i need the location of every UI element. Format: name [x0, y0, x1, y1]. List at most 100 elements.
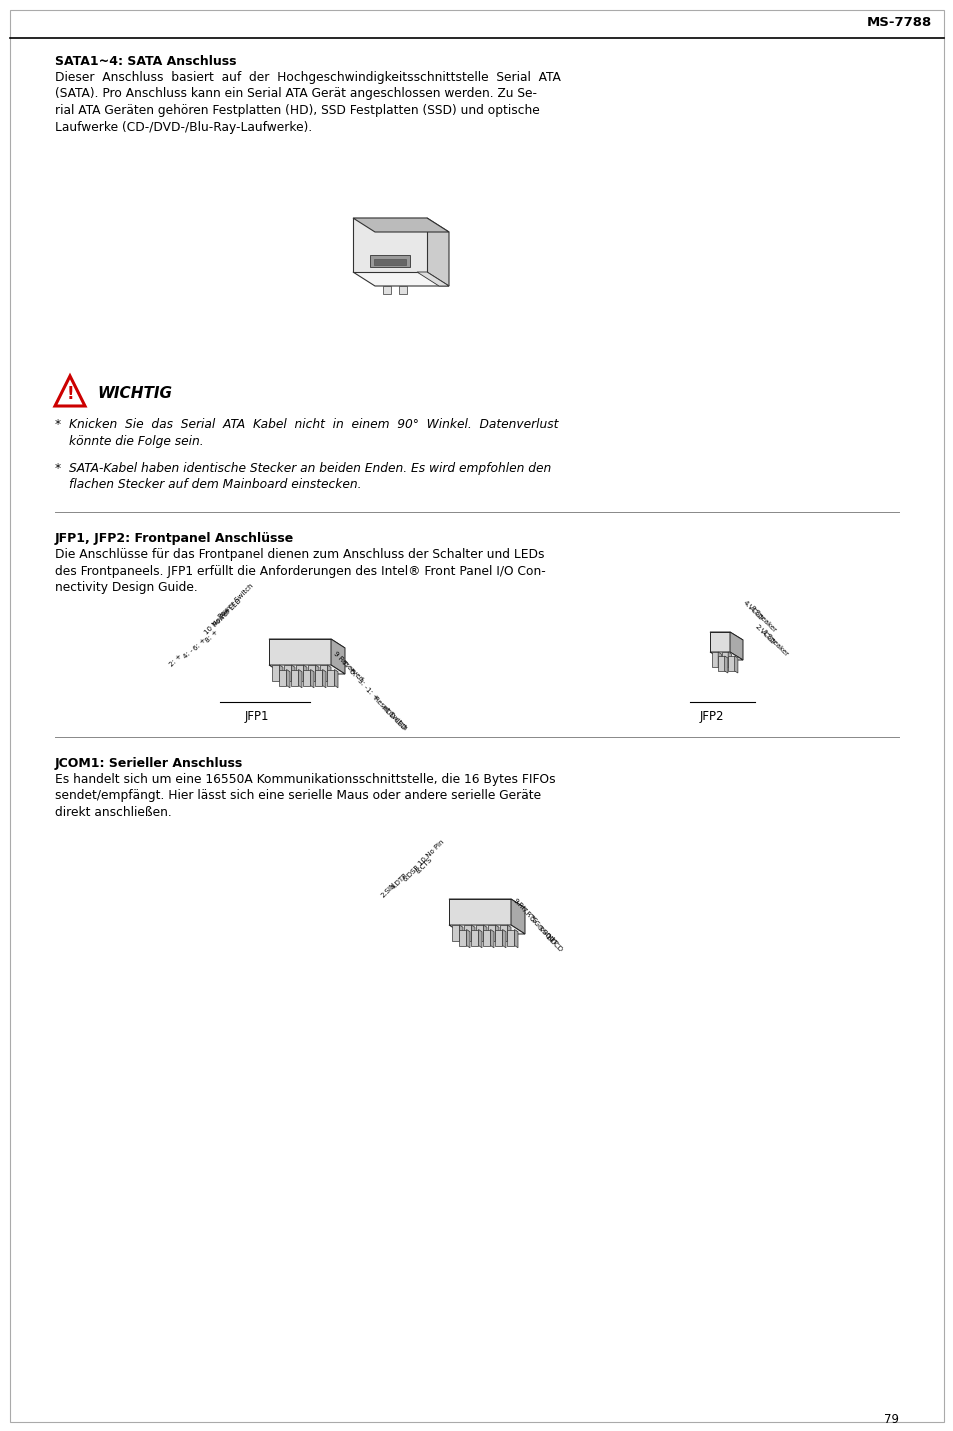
Text: 3.Speaker: 3.Speaker [747, 605, 776, 634]
Text: des Frontpaneels. JFP1 erfüllt die Anforderungen des Intel® Front Panel I/O Con-: des Frontpaneels. JFP1 erfüllt die Anfor… [55, 564, 545, 578]
Polygon shape [709, 633, 742, 640]
Polygon shape [459, 930, 466, 946]
Text: SATA-Kabel haben identische Stecker an beiden Enden. Es wird empfohlen den: SATA-Kabel haben identische Stecker an b… [69, 462, 551, 475]
Polygon shape [483, 924, 486, 943]
Polygon shape [292, 665, 294, 683]
Polygon shape [327, 665, 331, 683]
Text: 7.RTS: 7.RTS [519, 906, 537, 924]
Polygon shape [286, 670, 290, 688]
Bar [370, 255, 410, 268]
Text: JFP1: JFP1 [245, 710, 269, 723]
Polygon shape [298, 670, 302, 688]
Text: WICHTIG: WICHTIG [97, 386, 172, 402]
Polygon shape [310, 670, 314, 688]
Text: 5.Ground: 5.Ground [527, 914, 555, 942]
Text: Reset Switch: Reset Switch [372, 695, 408, 731]
Polygon shape [471, 924, 475, 943]
Text: sendet/empfängt. Hier lässt sich eine serielle Maus oder andere serielle Geräte: sendet/empfängt. Hier lässt sich eine se… [55, 790, 540, 803]
Text: 8: +: 8: + [204, 630, 219, 644]
Polygon shape [279, 670, 286, 685]
Text: !: ! [66, 385, 73, 404]
Polygon shape [327, 670, 335, 685]
Polygon shape [495, 930, 502, 946]
Text: JFP1, JFP2: Frontpanel Anschlüsse: JFP1, JFP2: Frontpanel Anschlüsse [55, 532, 294, 545]
Polygon shape [269, 665, 345, 674]
Text: SATA1~4: SATA Anschluss: SATA1~4: SATA Anschluss [55, 54, 236, 69]
Polygon shape [511, 899, 524, 934]
Polygon shape [284, 665, 292, 681]
Text: Knicken  Sie  das  Serial  ATA  Kabel  nicht  in  einem  90°  Winkel.  Datenverl: Knicken Sie das Serial ATA Kabel nicht i… [69, 418, 558, 431]
Text: 1.DCD: 1.DCD [543, 933, 563, 953]
Text: Power Switch: Power Switch [217, 582, 254, 620]
Polygon shape [296, 665, 303, 681]
Text: Laufwerke (CD-/DVD-/Blu-Ray-Laufwerke).: Laufwerke (CD-/DVD-/Blu-Ray-Laufwerke). [55, 120, 312, 133]
Text: direkt anschließen.: direkt anschließen. [55, 806, 172, 819]
Polygon shape [279, 665, 283, 683]
Polygon shape [709, 653, 742, 660]
Polygon shape [495, 924, 498, 943]
Polygon shape [466, 930, 470, 947]
Text: 8.CTS: 8.CTS [415, 857, 433, 874]
Text: könnte die Folge sein.: könnte die Folge sein. [69, 435, 203, 448]
Polygon shape [315, 665, 318, 683]
Polygon shape [500, 924, 507, 942]
Text: 7: +: 7: + [339, 660, 355, 674]
Text: flachen Stecker auf dem Mainboard einstecken.: flachen Stecker auf dem Mainboard einste… [69, 478, 361, 491]
Polygon shape [507, 930, 514, 946]
Polygon shape [729, 633, 742, 660]
Text: MS-7788: MS-7788 [866, 16, 931, 29]
Polygon shape [353, 218, 427, 272]
Polygon shape [292, 670, 298, 685]
Text: nectivity Design Guide.: nectivity Design Guide. [55, 581, 197, 594]
Polygon shape [449, 899, 524, 909]
Polygon shape [315, 670, 322, 685]
Polygon shape [353, 218, 449, 232]
Polygon shape [353, 272, 449, 286]
Text: rial ATA Geräten gehören Festplatten (HD), SSD Festplatten (SSD) und optische: rial ATA Geräten gehören Festplatten (HD… [55, 104, 539, 117]
Polygon shape [464, 924, 471, 942]
Text: 4: -: 4: - [182, 648, 194, 660]
Polygon shape [308, 665, 315, 681]
Polygon shape [269, 640, 331, 665]
Polygon shape [718, 653, 720, 670]
Bar [398, 286, 407, 293]
Polygon shape [490, 930, 494, 947]
Polygon shape [269, 640, 345, 648]
Text: 6: +: 6: + [192, 637, 207, 653]
Polygon shape [483, 930, 490, 946]
Text: 2: +: 2: + [168, 653, 183, 668]
Text: (SATA). Pro Anschluss kann ein Serial ATA Gerät angeschlossen werden. Zu Se-: (SATA). Pro Anschluss kann ein Serial AT… [55, 87, 537, 100]
Text: 4.VCC5: 4.VCC5 [741, 600, 763, 622]
Text: JCOM1: Serieller Anschluss: JCOM1: Serieller Anschluss [55, 757, 243, 770]
Polygon shape [320, 665, 327, 681]
Polygon shape [55, 376, 85, 406]
Text: Es handelt sich um eine 16550A Kommunikationsschnittstelle, die 16 Bytes FIFOs: Es handelt sich um eine 16550A Kommunika… [55, 773, 555, 786]
Text: 2.SIN: 2.SIN [379, 881, 396, 899]
Polygon shape [427, 218, 449, 286]
Text: 9.RI: 9.RI [512, 897, 525, 910]
Polygon shape [734, 655, 737, 673]
Text: 2.VCC5: 2.VCC5 [753, 624, 776, 645]
Polygon shape [727, 653, 731, 670]
Polygon shape [711, 653, 718, 667]
Polygon shape [459, 924, 462, 943]
Polygon shape [322, 670, 326, 688]
Polygon shape [718, 655, 724, 671]
Text: 4.DTR: 4.DTR [390, 871, 409, 892]
Text: 3: -: 3: - [355, 677, 368, 690]
Text: 79: 79 [883, 1412, 898, 1427]
Text: JFP2: JFP2 [700, 710, 723, 723]
Polygon shape [335, 670, 337, 688]
Text: Dieser  Anschluss  basiert  auf  der  Hochgeschwindigkeitsschnittstelle  Serial : Dieser Anschluss basiert auf der Hochges… [55, 72, 560, 84]
Polygon shape [449, 924, 524, 934]
Polygon shape [721, 653, 727, 667]
Polygon shape [478, 930, 481, 947]
Polygon shape [452, 924, 459, 942]
Polygon shape [476, 924, 483, 942]
Text: *: * [55, 462, 61, 475]
Polygon shape [507, 924, 511, 943]
Polygon shape [502, 930, 505, 947]
Polygon shape [709, 633, 729, 653]
Polygon shape [303, 665, 307, 683]
Bar [382, 286, 391, 293]
